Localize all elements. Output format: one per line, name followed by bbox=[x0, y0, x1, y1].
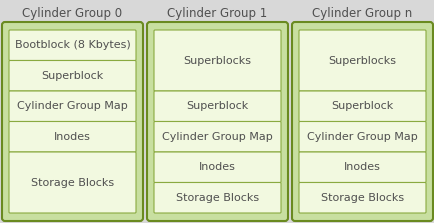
Text: Superblock: Superblock bbox=[41, 71, 103, 81]
Text: Superblocks: Superblocks bbox=[183, 56, 251, 66]
FancyBboxPatch shape bbox=[298, 152, 425, 182]
Text: Superblock: Superblock bbox=[186, 101, 248, 111]
Text: Cylinder Group Map: Cylinder Group Map bbox=[306, 132, 417, 142]
Text: Cylinder Group n: Cylinder Group n bbox=[312, 8, 412, 21]
FancyBboxPatch shape bbox=[291, 22, 432, 221]
Text: Storage Blocks: Storage Blocks bbox=[320, 193, 403, 203]
FancyBboxPatch shape bbox=[154, 91, 280, 122]
Text: Inodes: Inodes bbox=[199, 162, 235, 172]
FancyBboxPatch shape bbox=[154, 152, 280, 182]
FancyBboxPatch shape bbox=[154, 182, 280, 213]
Text: Storage Blocks: Storage Blocks bbox=[31, 178, 114, 188]
Text: Cylinder Group 1: Cylinder Group 1 bbox=[167, 8, 267, 21]
FancyBboxPatch shape bbox=[9, 122, 136, 152]
Text: Cylinder Group Map: Cylinder Group Map bbox=[162, 132, 272, 142]
FancyBboxPatch shape bbox=[298, 30, 425, 91]
Text: Bootblock (8 Kbytes): Bootblock (8 Kbytes) bbox=[15, 40, 130, 50]
FancyBboxPatch shape bbox=[298, 182, 425, 213]
Text: Inodes: Inodes bbox=[54, 132, 91, 142]
FancyBboxPatch shape bbox=[147, 22, 287, 221]
FancyBboxPatch shape bbox=[9, 60, 136, 91]
FancyBboxPatch shape bbox=[2, 22, 143, 221]
Text: Storage Blocks: Storage Blocks bbox=[175, 193, 259, 203]
Text: Cylinder Group 0: Cylinder Group 0 bbox=[23, 8, 122, 21]
FancyBboxPatch shape bbox=[298, 91, 425, 122]
Text: Cylinder Group Map: Cylinder Group Map bbox=[17, 101, 128, 111]
FancyBboxPatch shape bbox=[9, 91, 136, 122]
FancyBboxPatch shape bbox=[154, 122, 280, 152]
Text: Superblocks: Superblocks bbox=[328, 56, 395, 66]
FancyBboxPatch shape bbox=[9, 152, 136, 213]
Text: Inodes: Inodes bbox=[343, 162, 380, 172]
FancyBboxPatch shape bbox=[9, 30, 136, 60]
Text: Superblock: Superblock bbox=[331, 101, 393, 111]
FancyBboxPatch shape bbox=[154, 30, 280, 91]
FancyBboxPatch shape bbox=[298, 122, 425, 152]
